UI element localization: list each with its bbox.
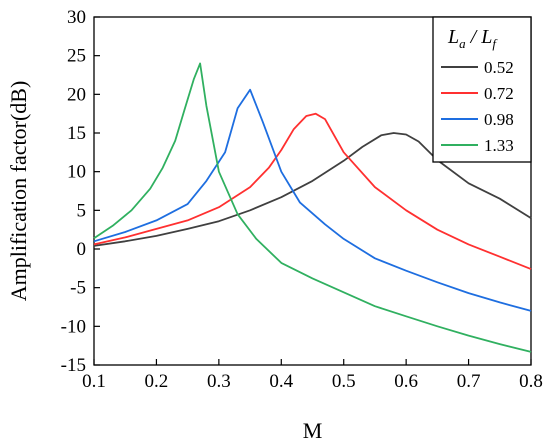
x-tick-label-4: 0.5: [332, 371, 356, 392]
y-tick-label-0: -15: [61, 355, 86, 376]
y-tick-label-8: 25: [67, 46, 86, 67]
y-tick-label-4: 5: [77, 200, 87, 221]
series-line-0.98: [93, 88, 532, 312]
y-tick-label-2: -5: [70, 278, 86, 299]
legend-items: 0.52 0.72 0.98 1.33: [441, 58, 514, 155]
x-tick-label-2: 0.3: [207, 371, 231, 392]
y-tick-label-9: 30: [67, 7, 86, 28]
x-tick-label-0: 0.1: [82, 371, 106, 392]
x-tick-label-6: 0.7: [457, 371, 481, 392]
y-tick-label-6: 15: [67, 123, 86, 144]
y-tick-label-7: 20: [67, 84, 86, 105]
series-line-0.52: [93, 132, 532, 247]
x-tick-label-5: 0.6: [394, 371, 418, 392]
y-tick-label-5: 10: [67, 162, 86, 183]
x-axis-label: M: [303, 418, 323, 443]
legend: La / Lf 0.52 0.72 0.98 1.33: [432, 16, 532, 163]
legend-label-0.98: 0.98: [484, 110, 514, 129]
legend-label-0.72: 0.72: [484, 84, 514, 103]
series-line-0.72: [93, 112, 532, 270]
x-tick-label-7: 0.8: [519, 371, 543, 392]
ticks-layer: 0.1 0.2 0.3 0.4 0.5 0.6 0.7 0.8 -15 -10 -5 0 5 10 15 20…: [61, 7, 543, 392]
y-axis-label: Amplification factor(dB): [6, 81, 31, 302]
x-tick-label-1: 0.2: [145, 371, 169, 392]
legend-label-0.52: 0.52: [484, 58, 514, 77]
legend-label-1.33: 1.33: [484, 136, 514, 155]
lines-layer: [93, 62, 532, 353]
y-tick-label-1: -10: [61, 316, 86, 337]
legend-title: La / Lf: [447, 26, 498, 51]
legend-box: [432, 16, 532, 163]
x-tick-label-3: 0.4: [269, 371, 293, 392]
y-tick-label-3: 0: [77, 239, 87, 260]
series-line-1.33: [93, 62, 532, 353]
